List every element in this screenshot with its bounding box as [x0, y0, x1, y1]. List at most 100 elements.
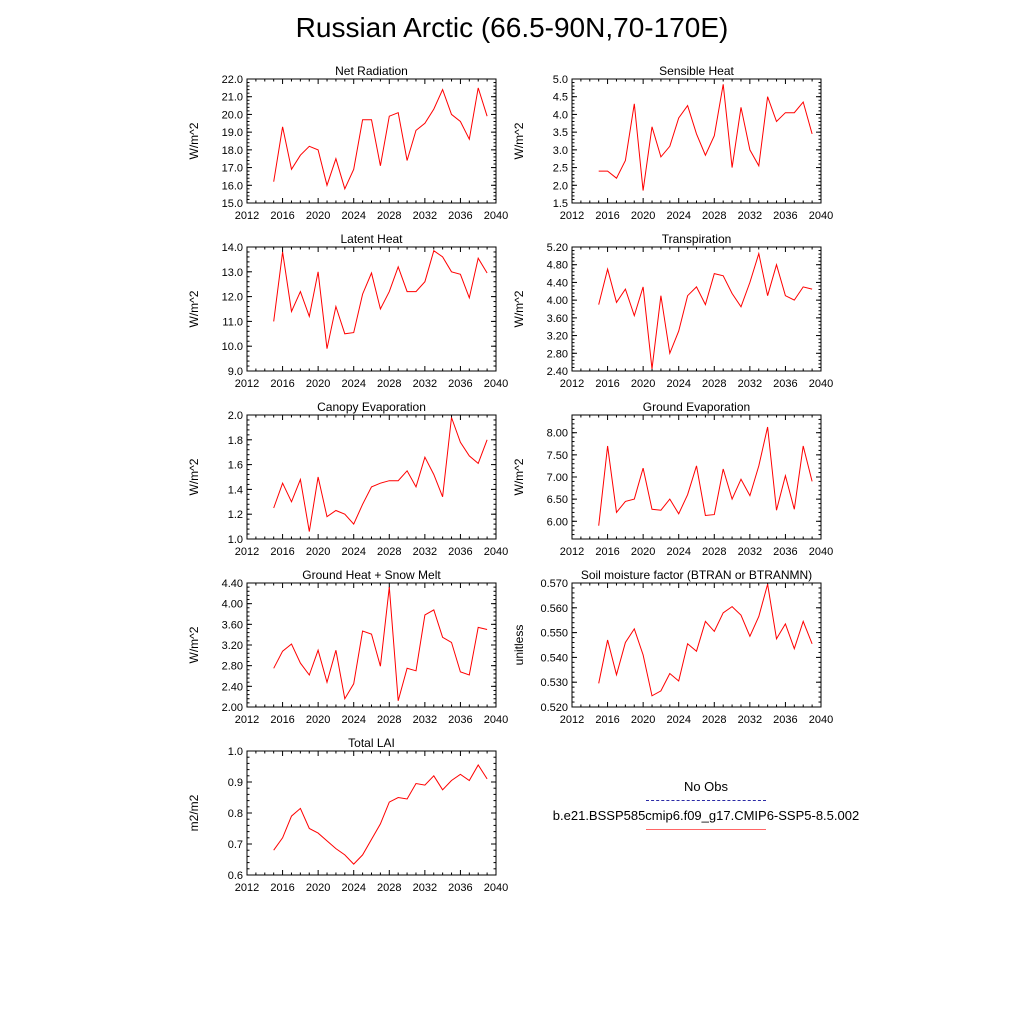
x-tick-label: 2032 [413, 882, 437, 894]
y-tick-label: 2.0 [228, 410, 243, 422]
page-title: Russian Arctic (66.5-90N,70-170E) [295, 12, 729, 43]
y-tick-label: 20.0 [222, 109, 243, 121]
series-line [273, 87, 488, 191]
x-tick-label: 2024 [666, 210, 690, 222]
x-tick-label: 2036 [773, 546, 797, 558]
x-tick-label: 2028 [702, 714, 726, 726]
x-tick-label: 2020 [306, 378, 330, 390]
panel-7: Ground Heat + Snow Melt W/m^2 2012 2016 2020… [187, 568, 508, 726]
legend-obs-label: No Obs [683, 779, 729, 794]
plot-frame [571, 414, 822, 540]
series-line [598, 251, 813, 369]
panel-title: Latent Heat [340, 232, 403, 246]
x-tick-label: 2040 [484, 546, 508, 558]
y-tick-label: 1.0 [228, 534, 243, 546]
y-tick-label: 2.80 [222, 661, 243, 673]
x-tick-label: 2016 [595, 714, 619, 726]
series-line [598, 426, 813, 526]
x-tick-label: 2024 [341, 210, 365, 222]
series-line [598, 84, 813, 191]
y-tick-label: 6.50 [547, 494, 568, 506]
x-tick-label: 2020 [306, 882, 330, 894]
x-tick-label: 2032 [413, 378, 437, 390]
x-tick-label: 2028 [377, 546, 401, 558]
panel-9: Total LAI m2/m2 2012 2016 2020 2024 2028 2032 20… [187, 736, 508, 894]
y-tick-label: 5.20 [547, 242, 568, 254]
plot-frame [246, 750, 497, 876]
x-tick-label: 2032 [413, 714, 437, 726]
y-tick-label: 3.60 [547, 313, 568, 325]
x-tick-label: 2012 [235, 714, 259, 726]
x-tick-label: 2024 [341, 378, 365, 390]
x-tick-label: 2012 [235, 210, 259, 222]
x-tick-label: 2028 [702, 378, 726, 390]
panel-title: Ground Evaporation [643, 400, 750, 414]
y-tick-label: 2.0 [553, 180, 568, 192]
x-tick-label: 2040 [484, 210, 508, 222]
x-tick-label: 2024 [341, 546, 365, 558]
x-tick-label: 2016 [595, 378, 619, 390]
x-tick-label: 2012 [235, 378, 259, 390]
legend: No Obs b.e21.BSSP585cmip6.f09_g17.CMIP6-… [520, 778, 892, 830]
x-tick-label: 2020 [306, 546, 330, 558]
y-tick-label: 6.00 [547, 516, 568, 528]
y-tick-label: 0.8 [228, 808, 243, 820]
y-tick-label: 11.0 [222, 316, 243, 328]
x-tick-label: 2040 [484, 378, 508, 390]
x-tick-label: 2040 [809, 210, 833, 222]
x-tick-label: 2020 [306, 210, 330, 222]
x-tick-label: 2040 [809, 714, 833, 726]
panel-title: Canopy Evaporation [317, 400, 426, 414]
y-tick-label: 19.0 [222, 127, 243, 139]
series-line [273, 417, 488, 532]
panel-title: Total LAI [348, 736, 395, 750]
y-tick-label: 0.530 [540, 677, 568, 689]
y-axis-label: W/m^2 [187, 122, 201, 159]
y-tick-label: 2.80 [547, 348, 568, 360]
x-tick-label: 2032 [413, 210, 437, 222]
panel-3: Latent Heat W/m^2 2012 2016 2020 2024 2028 2032… [187, 232, 508, 390]
x-tick-label: 2024 [341, 882, 365, 894]
y-tick-label: 1.8 [228, 435, 243, 447]
y-tick-label: 9.0 [228, 366, 243, 378]
panel-5: Canopy Evaporation W/m^2 2012 2016 2020 2024 2… [187, 400, 508, 558]
panel-title: Sensible Heat [659, 64, 734, 78]
panel-title: Soil moisture factor (BTRAN or BTRANMN) [581, 568, 812, 582]
x-tick-label: 2028 [702, 546, 726, 558]
y-tick-label: 0.9 [228, 777, 243, 789]
x-tick-label: 2012 [560, 210, 584, 222]
legend-model-line [646, 829, 766, 830]
x-tick-label: 2028 [377, 882, 401, 894]
y-tick-label: 3.0 [553, 145, 568, 157]
y-tick-label: 3.60 [222, 619, 243, 631]
y-axis-label: W/m^2 [512, 122, 526, 159]
series-line [273, 764, 488, 865]
panel-title: Ground Heat + Snow Melt [302, 568, 441, 582]
x-tick-label: 2036 [448, 882, 472, 894]
y-tick-label: 4.0 [553, 109, 568, 121]
y-tick-label: 7.00 [547, 472, 568, 484]
x-tick-label: 2036 [448, 546, 472, 558]
y-tick-label: 1.4 [228, 484, 243, 496]
series-line [598, 584, 813, 697]
x-tick-label: 2036 [773, 714, 797, 726]
x-tick-label: 2028 [377, 378, 401, 390]
x-tick-label: 2020 [631, 378, 655, 390]
x-tick-label: 2028 [377, 210, 401, 222]
x-tick-label: 2012 [235, 882, 259, 894]
x-tick-label: 2016 [270, 210, 294, 222]
y-tick-label: 4.5 [553, 92, 568, 104]
x-tick-label: 2032 [738, 378, 762, 390]
y-axis-label: W/m^2 [187, 290, 201, 327]
y-tick-label: 3.5 [553, 127, 568, 139]
y-tick-label: 7.50 [547, 450, 568, 462]
x-tick-label: 2012 [560, 378, 584, 390]
x-tick-label: 2020 [631, 714, 655, 726]
plot-frame [246, 78, 497, 204]
panel-8: Soil moisture factor (BTRAN or BTRANMN) u… [512, 568, 833, 726]
x-tick-label: 2012 [560, 714, 584, 726]
x-tick-label: 2040 [809, 546, 833, 558]
y-tick-label: 2.00 [222, 702, 243, 714]
y-tick-label: 14.0 [222, 242, 243, 254]
